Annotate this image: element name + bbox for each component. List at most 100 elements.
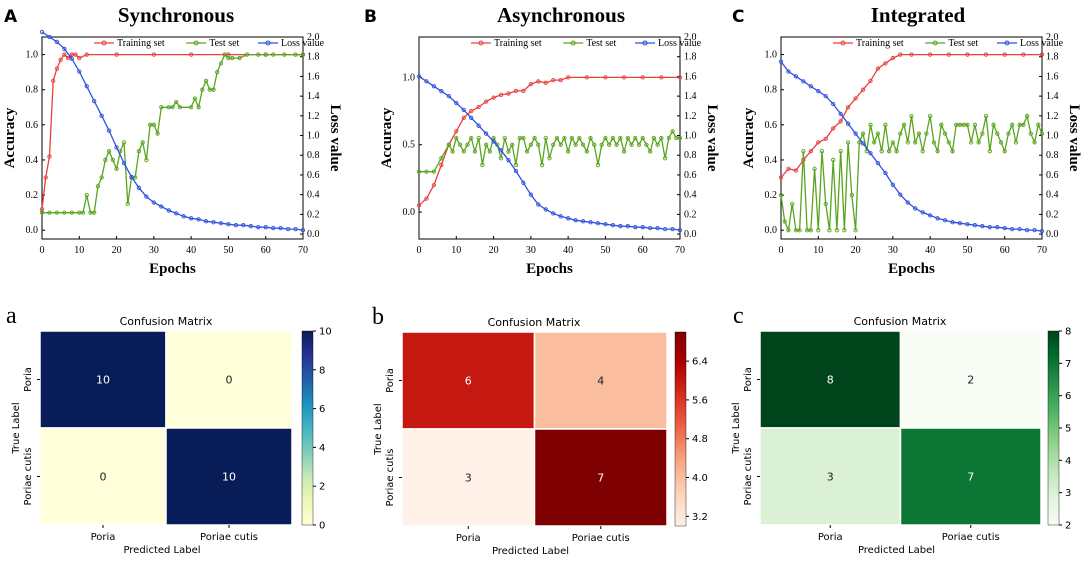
y-tick-label: 0.6 <box>26 120 39 131</box>
data-point <box>174 99 179 105</box>
data-point <box>543 80 548 85</box>
data-point <box>633 225 638 230</box>
data-point <box>103 157 108 163</box>
colorbar-tick-label: 7 <box>1065 359 1071 370</box>
data-point <box>256 52 261 57</box>
data-point <box>469 115 474 120</box>
data-point <box>580 142 586 147</box>
data-point <box>84 192 89 198</box>
data-point <box>823 93 828 99</box>
y2-tick-label: 1.8 <box>684 52 697 63</box>
data-point <box>1039 131 1045 136</box>
data-point <box>1024 227 1030 233</box>
data-point <box>513 162 519 168</box>
data-point <box>580 219 586 224</box>
data-point <box>446 93 451 99</box>
data-point <box>909 52 914 57</box>
data-point <box>655 226 660 231</box>
data-point <box>677 135 683 141</box>
data-point <box>558 77 563 83</box>
data-point <box>95 184 101 189</box>
data-point <box>271 52 276 57</box>
data-point <box>969 140 974 145</box>
data-point <box>901 122 907 127</box>
data-point <box>801 149 806 154</box>
data-point <box>1002 52 1007 57</box>
y2-tick-label: 1.6 <box>307 71 320 82</box>
data-point <box>203 78 209 84</box>
y2-tick-label: 0.4 <box>1046 190 1059 201</box>
y2-tick-label: 1.4 <box>1046 91 1059 102</box>
data-point <box>1032 227 1037 233</box>
data-point <box>62 52 67 57</box>
x-tick-label: Poriae cutis <box>572 533 630 544</box>
data-point <box>1024 113 1030 119</box>
panel-letter: c <box>733 303 744 329</box>
data-point <box>114 145 119 150</box>
cell-value: 3 <box>465 472 472 485</box>
legend-label: Training set <box>117 38 165 49</box>
chart-title: Confusion Matrix <box>488 316 581 329</box>
legend-marker <box>642 40 648 46</box>
data-point <box>778 175 784 180</box>
x-tick-label: Poria <box>91 532 116 543</box>
y-tick-label: 0.8 <box>765 85 778 96</box>
data-point <box>823 136 828 142</box>
data-point <box>872 140 877 145</box>
legend-label: Test set <box>209 38 239 49</box>
data-point <box>860 87 866 92</box>
y2-tick-label: 0.2 <box>307 209 320 220</box>
data-point <box>114 52 119 57</box>
series-line-loss-value <box>41 31 304 231</box>
y2-tick-label: 0.6 <box>684 170 697 181</box>
data-point <box>188 52 194 57</box>
y-tick-label: 0.4 <box>765 155 778 166</box>
x-tick-label: 60 <box>1000 245 1010 256</box>
y-tick-label: Poria <box>743 367 754 392</box>
legend-marker <box>101 40 107 46</box>
data-point <box>424 169 429 174</box>
colorbar-tick-label: 2 <box>1065 521 1071 532</box>
data-point <box>151 200 157 205</box>
data-point <box>1002 226 1007 231</box>
cell-value: 10 <box>96 374 110 387</box>
data-point <box>506 149 511 154</box>
y2-tick-label: 0.0 <box>1046 229 1059 240</box>
data-point <box>51 78 56 84</box>
y-tick-label: 0.2 <box>765 190 778 201</box>
data-point <box>92 98 97 104</box>
data-point <box>621 149 627 154</box>
data-point <box>980 224 985 229</box>
y2-tick-label: 1.2 <box>684 111 697 122</box>
data-point <box>793 74 799 79</box>
data-point <box>607 142 612 147</box>
data-point <box>905 140 910 145</box>
data-point <box>838 149 843 154</box>
data-point <box>454 129 459 134</box>
data-point <box>831 157 836 163</box>
data-point <box>502 135 507 141</box>
line-chart-C: C Integrated 0 10 20 30 40 50 60 70 0.0 0.2 0.4 0.6 0.… <box>732 3 1082 277</box>
data-point <box>659 135 664 141</box>
data-point <box>528 81 534 87</box>
data-point <box>181 214 186 219</box>
data-point <box>916 131 922 136</box>
data-point <box>84 52 89 57</box>
data-point <box>469 135 474 141</box>
y2-tick-label: 1.8 <box>1046 52 1059 63</box>
data-point <box>898 52 903 57</box>
y2-tick-label: 1.0 <box>1046 131 1059 142</box>
data-point <box>819 149 825 154</box>
data-point <box>868 78 873 84</box>
colorbar-tick-label: 6.4 <box>692 357 708 368</box>
data-point <box>808 228 813 233</box>
x-tick-label: 40 <box>563 245 573 256</box>
y-tick-label: 1.0 <box>403 72 416 83</box>
series-line-test-set <box>780 113 1043 233</box>
x-tick-label: 40 <box>186 245 196 256</box>
data-point <box>831 126 836 131</box>
colorbar-tick-label: 5.6 <box>692 395 708 406</box>
data-point <box>927 52 933 57</box>
data-point <box>965 122 970 127</box>
data-point <box>890 182 896 187</box>
